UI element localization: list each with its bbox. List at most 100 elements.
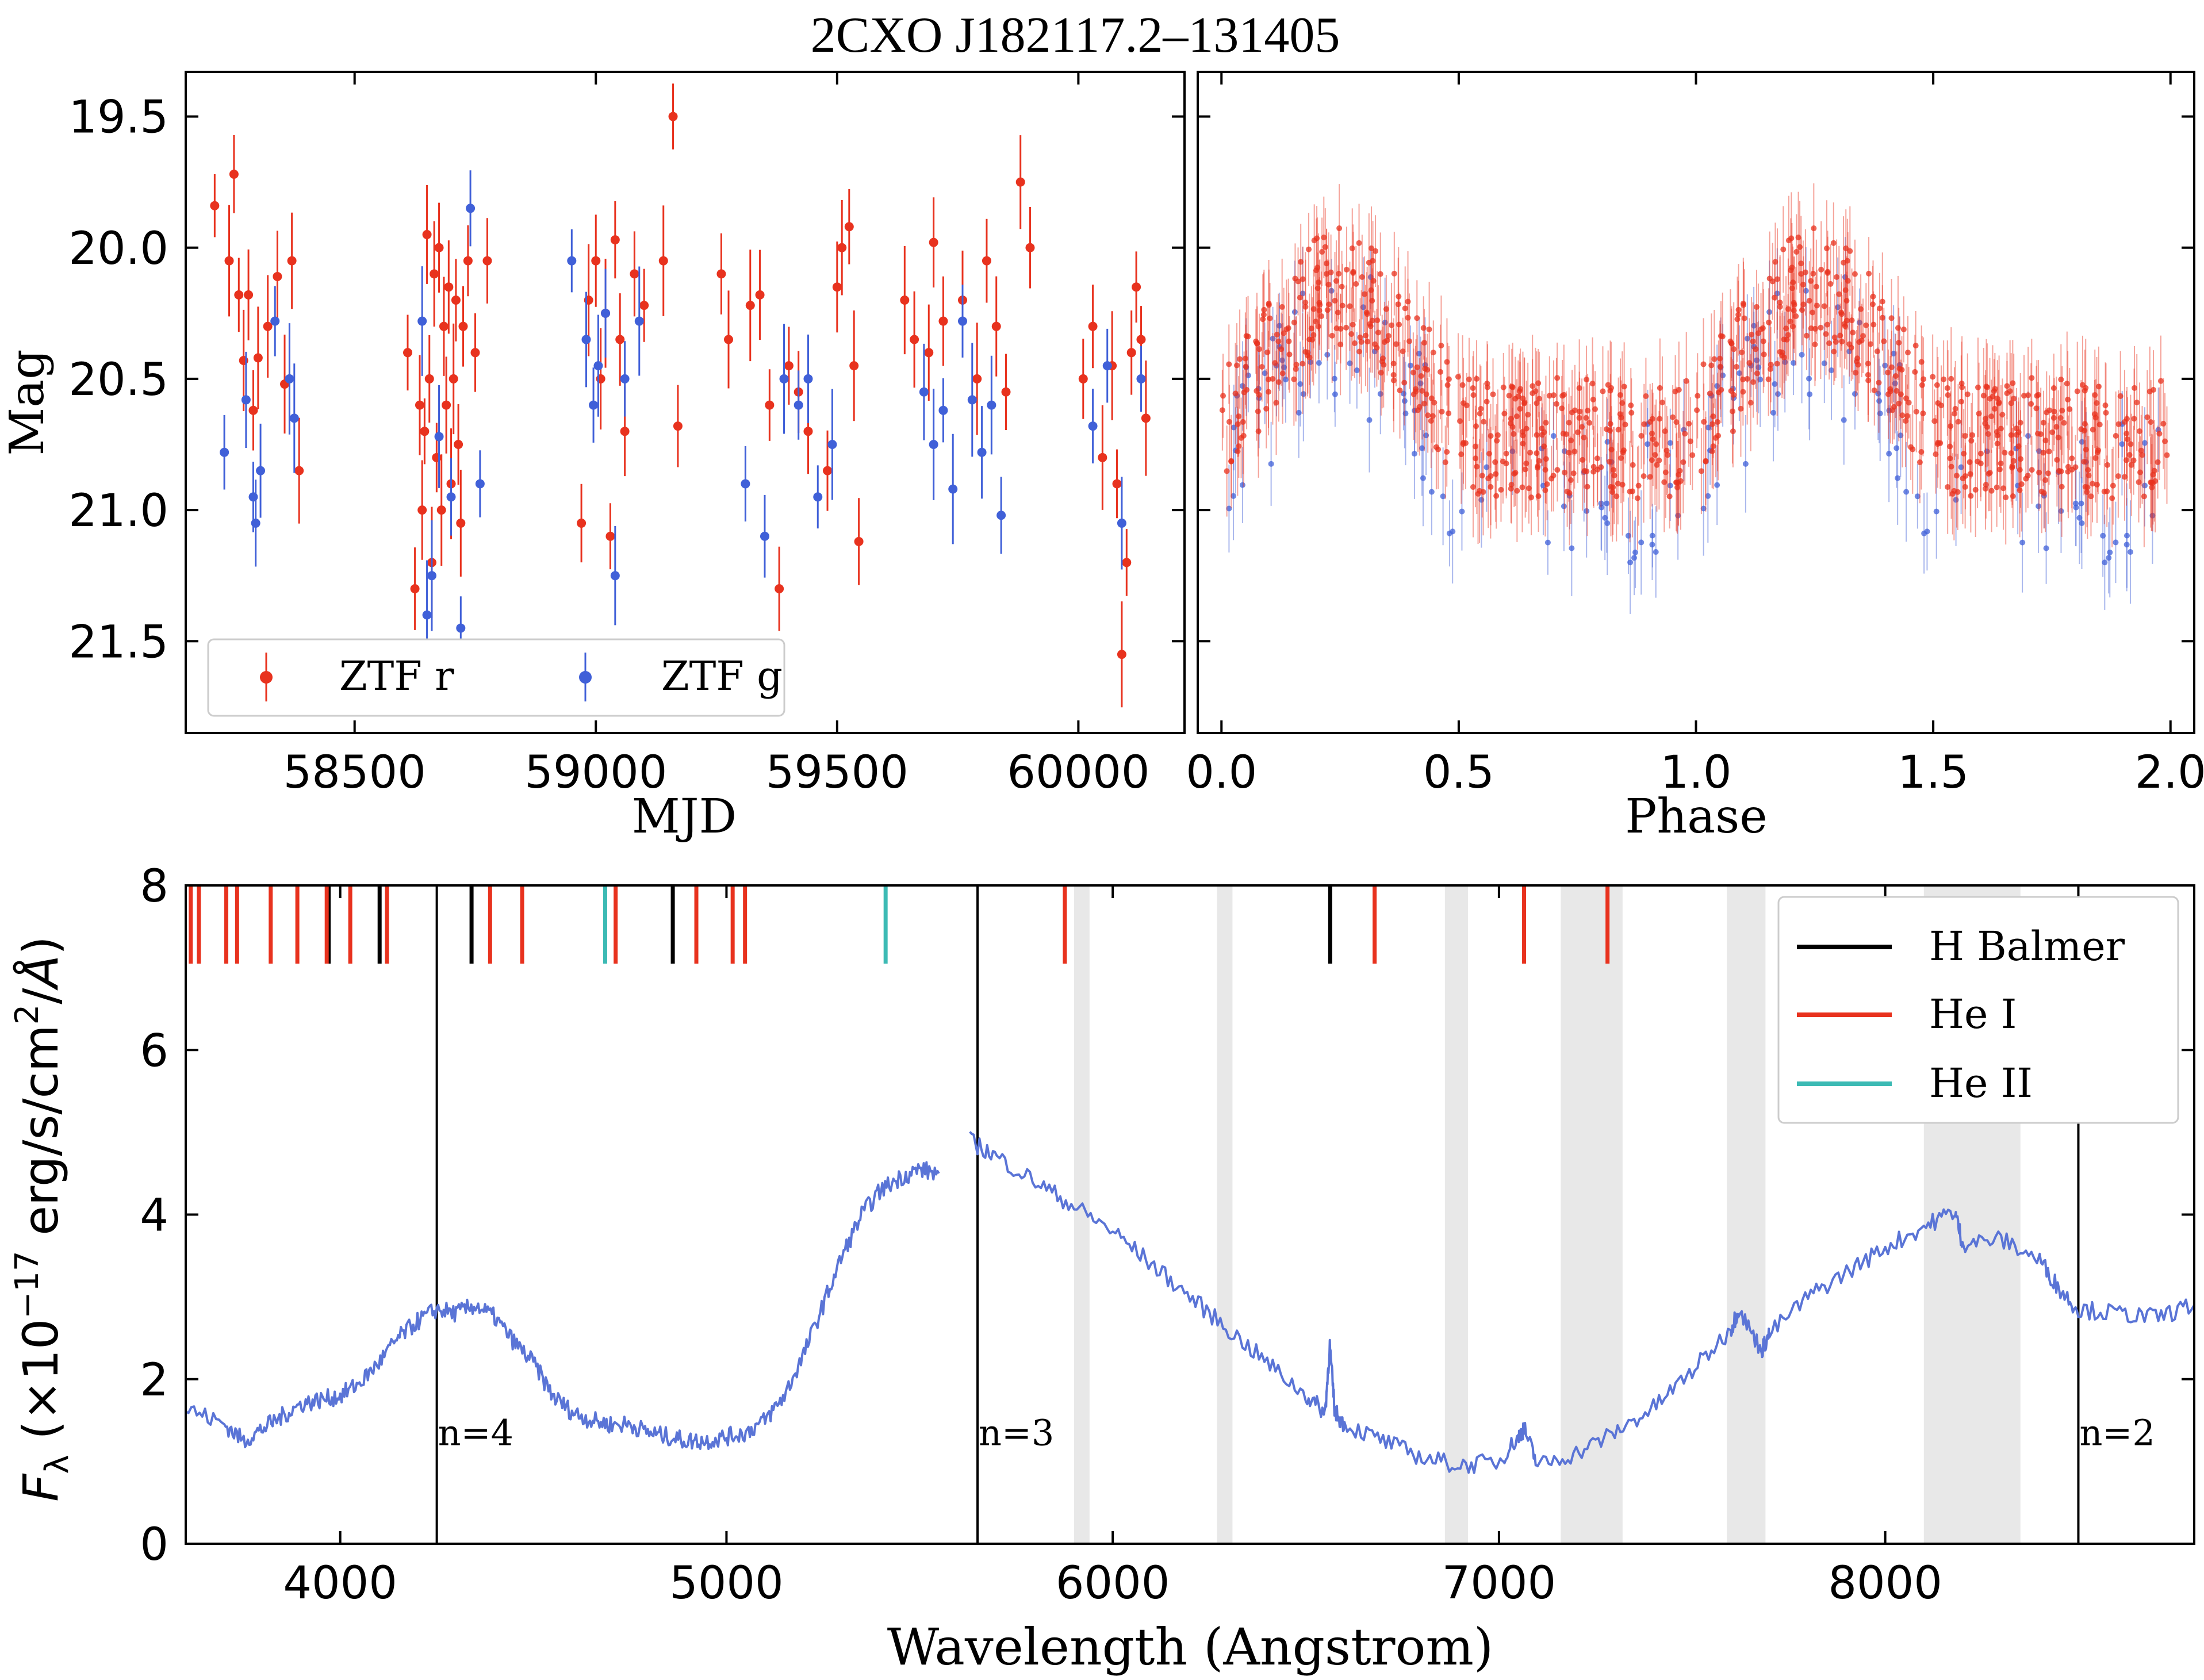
phase-point	[1800, 301, 1807, 308]
x-tick-label: 60000	[1007, 747, 1149, 799]
phase-point	[1933, 451, 1939, 458]
phase-point	[2110, 482, 2116, 489]
phase-point	[1741, 315, 1747, 321]
phase-point	[1488, 433, 1494, 439]
phase-point	[2090, 427, 2096, 433]
phase-point	[1812, 341, 1818, 347]
legend-he-ii-label: He II	[1929, 1060, 2033, 1107]
phase-point	[1802, 269, 1808, 275]
phase-point	[1326, 301, 1332, 308]
phase-point	[1994, 432, 2000, 439]
phase-point	[1824, 269, 1831, 275]
phase-point	[1896, 340, 1902, 346]
phase-point	[1736, 370, 1742, 377]
phase-point	[1976, 411, 1982, 417]
y-tick-label: 21.5	[68, 616, 168, 668]
phase-point	[1428, 395, 1435, 401]
phase-point	[1788, 235, 1795, 241]
phase-point	[1360, 304, 1366, 310]
phase-point	[1972, 486, 1979, 493]
phase-point	[1435, 446, 1442, 452]
lc-point	[929, 440, 938, 450]
phase-point	[1268, 461, 1274, 467]
phase-point	[2082, 421, 2088, 427]
phase-point	[1466, 376, 1472, 382]
phase-point	[1996, 399, 2002, 405]
phase-point	[1569, 545, 1575, 551]
lc-point	[1122, 558, 1132, 567]
phase-point	[1674, 484, 1681, 490]
phase-point	[2148, 479, 2154, 485]
phase-point	[2019, 539, 2026, 546]
phase-point	[2053, 424, 2060, 430]
order-boundary-label: n=4	[438, 1411, 513, 1453]
lc-point	[451, 296, 461, 305]
lc-point	[724, 335, 734, 344]
y-tick-label: 8	[140, 861, 168, 912]
phase-point	[1869, 301, 1876, 308]
phase-point	[1750, 338, 1756, 344]
phase-point	[2029, 375, 2035, 381]
phase-point	[2046, 448, 2052, 455]
phase-point	[2123, 542, 2130, 548]
phase-point	[1881, 338, 1887, 344]
phase-point	[2010, 380, 2016, 386]
phase-point	[2128, 462, 2134, 468]
phase-point	[1473, 423, 1479, 429]
phase-point	[1823, 331, 1829, 337]
phase-point	[1983, 485, 1989, 492]
phase-point	[1715, 419, 1721, 425]
phase-point	[2017, 467, 2023, 473]
phase-point	[1563, 431, 1569, 438]
phase-point	[1731, 346, 1737, 352]
phase-point	[1286, 338, 1292, 344]
light-curve-x-label: MJD	[632, 789, 737, 844]
phase-point	[1895, 325, 1901, 331]
lc-point	[813, 492, 823, 502]
lc-point	[1117, 518, 1126, 528]
phase-point	[1991, 406, 1998, 412]
phase-point	[1775, 391, 1781, 397]
phase-point	[2090, 481, 2096, 487]
phase-point	[1479, 473, 1485, 479]
phase-point	[1242, 355, 1248, 362]
phase-point	[1315, 279, 1321, 286]
phase-point	[1256, 346, 1262, 352]
phase-point	[1858, 337, 1865, 344]
x-tick-label: 4000	[283, 1558, 397, 1609]
lc-point	[1088, 321, 1098, 331]
phase-point	[1363, 332, 1369, 339]
phase-point	[1396, 321, 1402, 328]
phase-point	[1952, 411, 1958, 417]
phase-point	[1584, 508, 1590, 514]
phase-point	[1419, 388, 1425, 394]
phase-point	[1803, 332, 1810, 339]
phase-point	[2117, 393, 2123, 400]
lc-point	[755, 290, 765, 300]
phase-point	[1772, 294, 1778, 301]
lc-point	[456, 623, 466, 633]
phase-point	[2061, 420, 2067, 426]
phase-point	[2064, 381, 2070, 387]
phase-point	[1675, 512, 1681, 519]
phase-point	[1584, 377, 1590, 383]
phase-point	[1629, 488, 1635, 494]
phase-point	[1914, 493, 1921, 500]
phase-point	[2107, 549, 2113, 555]
phase-point	[1806, 298, 1812, 304]
phase-point	[1896, 366, 1903, 372]
phase-point	[1791, 360, 1797, 366]
lc-point	[716, 269, 726, 279]
phase-point	[1865, 360, 1871, 367]
phase-point	[1291, 309, 1298, 315]
phase-point	[1492, 459, 1498, 465]
phase-point	[2079, 439, 2085, 445]
lc-point	[1078, 374, 1088, 383]
phase-point	[1472, 443, 1478, 450]
phase-point	[1888, 364, 1895, 370]
figure-title: 2CXO J182117.2–131405	[811, 7, 1340, 63]
phase-point	[1364, 311, 1370, 317]
phase-point	[1924, 528, 1930, 535]
phase-point	[1577, 408, 1583, 415]
phase-point	[2029, 467, 2035, 473]
